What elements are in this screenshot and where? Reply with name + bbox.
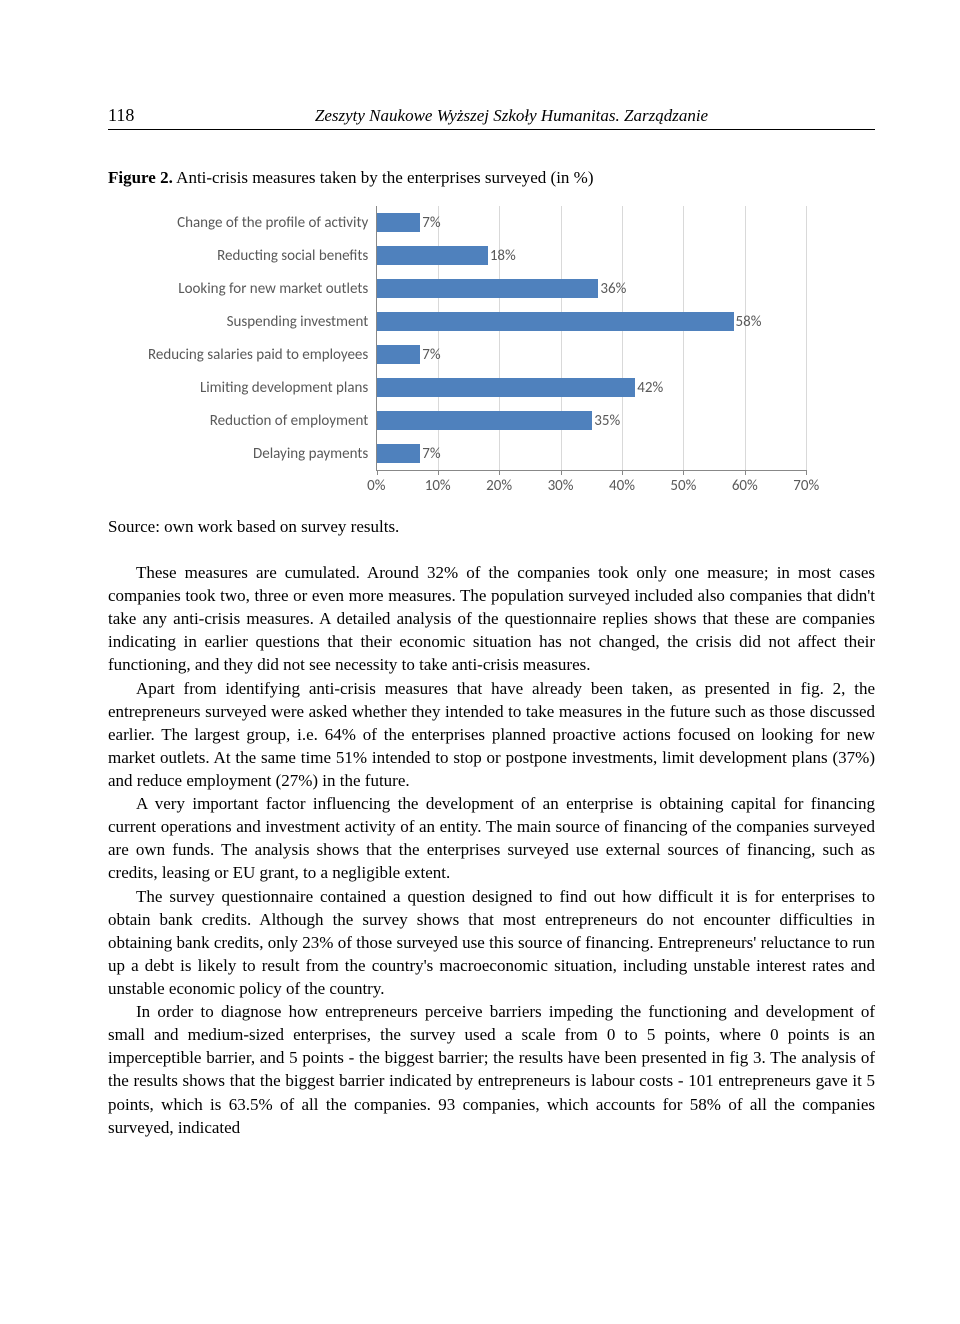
bar-value-label: 42% [637,379,663,397]
category-label: Reducing salaries paid to employees [148,338,368,371]
bar-row: 18% [377,239,807,272]
bar-value-label: 18% [490,247,516,265]
tick-mark [377,470,378,475]
x-tick-label: 0% [346,477,407,495]
category-label: Looking for new market outlets [148,272,368,305]
figure-title: Anti-crisis measures taken by the enterp… [173,168,594,187]
plot-area: 7% 18% 36% 58% 7% 42% 35% 7% [376,206,807,471]
bar-value-label: 7% [422,346,440,364]
bar-value-label: 7% [422,214,440,232]
running-header: 118 Zeszyty Naukowe Wyższej Szkoły Human… [108,105,875,130]
chart-area: Change of the profile of activityReducti… [148,206,875,495]
bar-row: 42% [377,371,807,404]
bar-row: 7% [377,437,807,470]
bar [377,411,592,430]
x-tick-label: 40% [591,477,652,495]
bar [377,345,420,364]
tick-mark [622,470,623,475]
paragraph: The survey questionnaire contained a que… [108,885,875,1001]
x-tick-label: 70% [776,477,837,495]
x-tick-label: 30% [530,477,591,495]
category-label: Reduction of employment [148,404,368,437]
tick-mark [683,470,684,475]
bar [377,279,598,298]
bar [377,246,488,265]
x-tick-label: 20% [468,477,529,495]
bar-value-label: 7% [422,445,440,463]
paragraph: Apart from identifying anti-crisis measu… [108,677,875,793]
tick-mark [499,470,500,475]
tick-mark [561,470,562,475]
bars-container: 7% 18% 36% 58% 7% 42% 35% 7% [377,206,807,470]
figure-caption: Figure 2. Anti-crisis measures taken by … [108,168,875,188]
category-label: Delaying payments [148,437,368,470]
bar-value-label: 36% [600,280,626,298]
x-tick-label: 10% [407,477,468,495]
paragraph: In order to diagnose how entrepreneurs p… [108,1000,875,1139]
x-tick-label: 50% [653,477,714,495]
tick-mark [745,470,746,475]
figure-source: Source: own work based on survey results… [108,517,875,537]
bar [377,312,733,331]
tick-mark [438,470,439,475]
bar-row: 7% [377,206,807,239]
category-label: Change of the profile of activity [148,206,368,239]
y-axis-labels: Change of the profile of activityReducti… [148,206,376,495]
x-axis-labels: 0%10%20%30%40%50%60%70% [346,471,837,495]
category-label: Suspending investment [148,305,368,338]
paragraph: These measures are cumulated. Around 32%… [108,561,875,677]
journal-title: Zeszyty Naukowe Wyższej Szkoły Humanitas… [148,106,875,126]
tick-mark [806,470,807,475]
page-number: 118 [108,105,148,126]
bar-row: 58% [377,305,807,338]
page-container: 118 Zeszyty Naukowe Wyższej Szkoły Human… [0,0,960,1199]
bar [377,378,635,397]
bar-row: 36% [377,272,807,305]
bar-row: 7% [377,338,807,371]
bar-chart: Change of the profile of activityReducti… [148,206,875,495]
x-tick-label: 60% [714,477,775,495]
figure-label: Figure 2. [108,168,173,187]
bar [377,213,420,232]
bar-value-label: 35% [594,412,620,430]
body-text: These measures are cumulated. Around 32%… [108,561,875,1139]
paragraph: A very important factor influencing the … [108,792,875,884]
bar-value-label: 58% [736,313,762,331]
bar-row: 35% [377,404,807,437]
category-label: Reducting social benefits [148,239,368,272]
category-label: Limiting development plans [148,371,368,404]
bar [377,444,420,463]
